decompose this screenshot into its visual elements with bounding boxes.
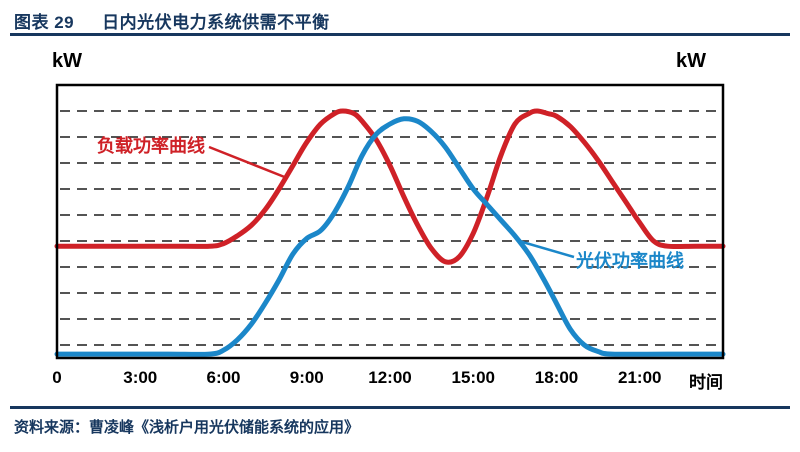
- gridlines-group: [60, 110, 720, 346]
- x-axis-ticks: 0 3:00 6:00 9:00 12:00 15:00 18:00 21:00: [0, 368, 800, 394]
- x-tick-0: 0: [52, 368, 62, 387]
- load-label-leader-line: [208, 145, 288, 180]
- footer-rule: [10, 406, 790, 409]
- y-axis-label-left: kW: [52, 50, 82, 72]
- y-axis-label-right: kW: [676, 50, 706, 72]
- x-tick-21:00: 21:00: [618, 368, 662, 387]
- x-tick-9:00: 9:00: [289, 368, 324, 387]
- curves-group: [54, 108, 726, 357]
- x-tick-12:00: 12:00: [368, 368, 412, 387]
- figure-title: 日内光伏电力系统供需不平衡: [102, 13, 330, 32]
- plot-border: [55, 83, 725, 360]
- plot-area: [54, 83, 726, 360]
- x-tick-15:00: 15:00: [451, 368, 495, 387]
- x-tick-18:00: 18:00: [534, 368, 579, 387]
- figure-number-label: 图表 29: [14, 13, 75, 32]
- load-power-curve: [54, 108, 726, 265]
- pv-curve-label: 光伏功率曲线: [576, 251, 684, 271]
- source-note: 资料来源：曹凌峰《浅析户用光伏储能系统的应用》: [14, 419, 360, 436]
- pv-power-curve: [54, 116, 726, 357]
- x-tick-3:00: 3:00: [123, 368, 158, 387]
- figure-header: 图表 29 日内光伏电力系统供需不平衡: [14, 8, 330, 33]
- load-curve-label: 负载功率曲线: [97, 136, 205, 156]
- header-rule: [10, 33, 790, 36]
- x-tick-6:00: 6:00: [206, 368, 241, 387]
- pv-label-leader-line: [518, 239, 575, 259]
- x-axis-title: 时间: [689, 373, 723, 392]
